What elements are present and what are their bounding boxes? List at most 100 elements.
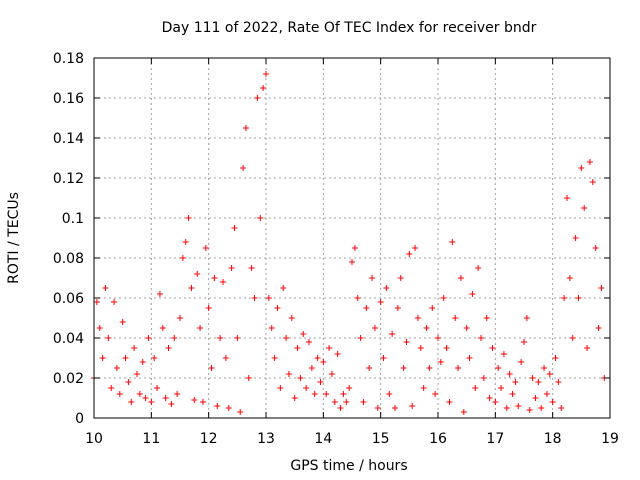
x-tick-label: 13 <box>257 431 275 447</box>
data-point <box>555 379 562 385</box>
data-point <box>340 391 347 397</box>
x-tick-label: 17 <box>486 431 504 447</box>
data-point <box>475 265 482 271</box>
data-point <box>285 371 292 377</box>
data-point <box>297 375 304 381</box>
data-point <box>237 409 244 415</box>
y-tick-label: 0.14 <box>53 131 84 147</box>
data-point <box>489 345 496 351</box>
data-point <box>323 391 330 397</box>
data-point <box>245 375 252 381</box>
data-point <box>377 299 384 305</box>
axis-ticks <box>93 57 611 419</box>
data-point <box>414 315 421 321</box>
data-point <box>566 275 573 281</box>
data-point <box>113 365 120 371</box>
data-point <box>403 339 410 345</box>
plot-frame <box>93 57 611 419</box>
data-point <box>435 335 441 341</box>
x-tick-label: 15 <box>372 431 390 447</box>
data-point <box>518 359 525 365</box>
data-point <box>446 399 453 405</box>
x-tick-label: 18 <box>544 431 562 447</box>
data-point <box>317 379 324 385</box>
data-point <box>194 271 201 277</box>
data-point <box>202 245 209 251</box>
y-tick-label: 0.12 <box>53 171 84 187</box>
data-point <box>331 399 338 405</box>
data-point <box>283 335 290 341</box>
data-point <box>455 365 462 371</box>
data-point <box>217 335 224 341</box>
grid-lines <box>94 58 610 418</box>
y-tick-label: 0.1 <box>62 211 84 227</box>
data-point <box>308 365 315 371</box>
data-point <box>423 325 430 331</box>
data-point <box>360 399 367 405</box>
data-point <box>412 245 419 251</box>
data-point <box>400 365 407 371</box>
data-point <box>386 391 393 397</box>
data-point <box>280 285 287 291</box>
data-point <box>523 315 530 321</box>
data-point <box>171 335 178 341</box>
data-point <box>429 305 436 311</box>
data-point <box>584 345 591 351</box>
data-point <box>328 371 335 377</box>
data-point <box>575 295 582 301</box>
data-point <box>156 291 163 297</box>
data-point <box>125 379 132 385</box>
data-point <box>314 355 321 361</box>
data-point <box>437 359 444 365</box>
x-tick-label: 11 <box>142 431 160 447</box>
data-point <box>546 371 553 377</box>
data-point <box>225 405 232 411</box>
data-point <box>199 399 206 405</box>
data-point <box>242 125 249 131</box>
data-point <box>119 319 126 325</box>
data-point <box>168 401 175 407</box>
data-point <box>581 205 588 211</box>
data-point <box>380 355 387 361</box>
data-point <box>586 159 593 165</box>
data-point <box>558 405 565 411</box>
y-tick-label: 0 <box>75 411 84 427</box>
data-point <box>274 305 281 311</box>
data-point <box>349 259 355 265</box>
data-point <box>185 215 192 221</box>
data-point <box>417 345 424 351</box>
data-point <box>592 245 599 251</box>
y-tick-label: 0.06 <box>53 291 84 307</box>
data-point <box>257 215 264 221</box>
data-point <box>334 351 341 357</box>
data-point <box>495 365 502 371</box>
data-point <box>578 165 585 171</box>
data-point <box>363 305 370 311</box>
data-point <box>541 365 548 371</box>
data-point <box>102 285 109 291</box>
data-point <box>260 85 267 91</box>
data-point <box>478 335 484 341</box>
data-point <box>466 355 473 361</box>
data-point <box>139 359 146 365</box>
data-point <box>595 325 602 331</box>
data-point <box>251 295 258 301</box>
data-point <box>231 225 238 231</box>
data-point <box>222 355 229 361</box>
data-point <box>535 379 542 385</box>
data-points <box>91 71 608 415</box>
data-point <box>463 325 470 331</box>
data-point <box>357 335 364 341</box>
data-point <box>220 279 226 285</box>
data-point <box>529 375 536 381</box>
data-point <box>500 351 507 357</box>
data-point <box>432 391 439 397</box>
data-point <box>326 345 333 351</box>
data-point <box>457 275 464 281</box>
data-point <box>320 359 327 365</box>
data-point <box>483 315 490 321</box>
data-point <box>145 335 152 341</box>
data-point <box>532 395 539 401</box>
data-point <box>337 405 344 411</box>
